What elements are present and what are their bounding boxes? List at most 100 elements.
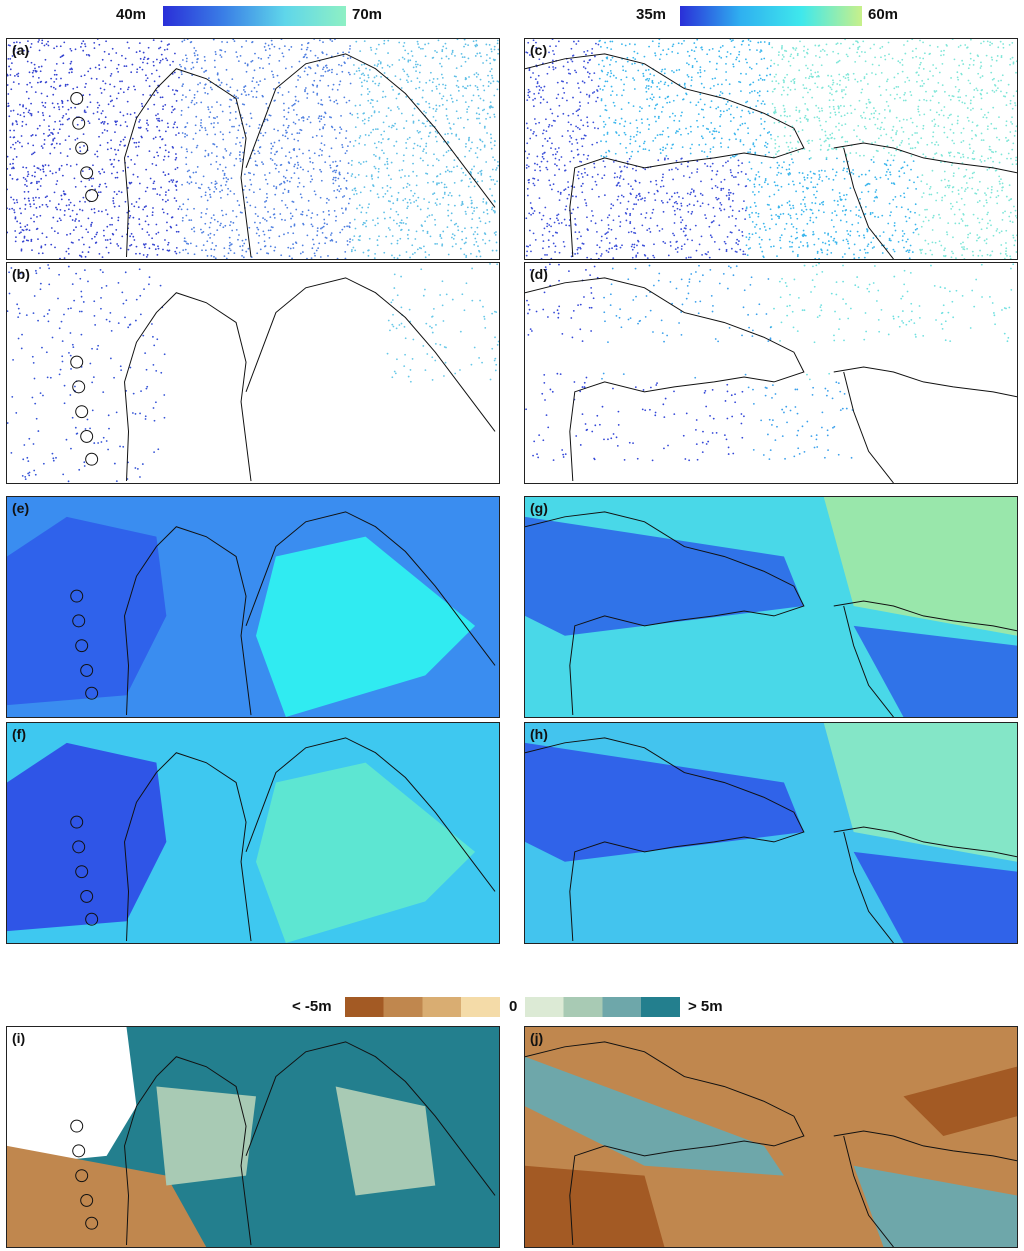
data-point: [726, 236, 729, 238]
data-point: [544, 254, 546, 256]
data-point: [190, 181, 193, 184]
data-point: [70, 71, 73, 74]
data-point: [696, 39, 699, 41]
data-point: [42, 462, 45, 465]
data-point: [971, 250, 974, 253]
data-point: [34, 171, 36, 174]
data-point: [917, 142, 920, 144]
data-point: [459, 247, 462, 250]
data-point: [536, 81, 539, 83]
data-point: [26, 60, 29, 63]
data-point: [717, 197, 720, 200]
data-point: [471, 168, 473, 171]
data-point: [567, 129, 569, 132]
data-point: [757, 79, 760, 81]
data-point: [442, 196, 445, 199]
data-point: [258, 234, 261, 237]
data-point: [90, 77, 93, 80]
data-point: [368, 116, 370, 119]
data-point: [133, 85, 135, 88]
data-point: [558, 168, 561, 171]
data-point: [194, 132, 197, 135]
data-point: [439, 203, 441, 205]
data-point: [791, 241, 794, 244]
data-point: [93, 315, 96, 317]
data-point: [324, 242, 327, 245]
data-point: [215, 145, 218, 148]
data-point: [644, 216, 647, 219]
data-point: [231, 78, 234, 81]
data-point: [126, 100, 129, 103]
data-point: [843, 160, 845, 163]
data-point: [730, 171, 732, 174]
data-point: [346, 149, 348, 152]
data-point: [446, 118, 449, 120]
data-point: [235, 51, 238, 53]
data-point: [160, 186, 162, 189]
data-point: [800, 203, 802, 205]
data-point: [73, 177, 76, 180]
data-point: [275, 186, 278, 188]
data-point: [164, 144, 167, 147]
data-point: [811, 202, 814, 204]
data-point: [415, 199, 418, 202]
data-point: [647, 85, 650, 87]
data-point: [180, 114, 183, 116]
data-point: [444, 87, 447, 90]
data-point: [553, 53, 555, 56]
data-point: [768, 238, 771, 241]
data-point: [11, 395, 14, 398]
data-point: [263, 46, 266, 48]
data-point: [214, 50, 217, 53]
data-point: [105, 209, 107, 211]
data-point: [10, 267, 13, 269]
data-point: [552, 242, 555, 245]
data-point: [859, 249, 862, 251]
data-point: [372, 80, 374, 83]
data-point: [562, 240, 565, 243]
data-point: [425, 152, 428, 154]
data-point: [858, 55, 861, 58]
data-point: [247, 93, 250, 96]
data-point: [268, 47, 271, 50]
data-point: [492, 58, 495, 61]
data-point: [370, 175, 373, 178]
data-point: [398, 59, 401, 61]
data-point: [415, 230, 418, 233]
data-point: [686, 204, 689, 207]
data-point: [563, 245, 566, 248]
data-point: [184, 240, 187, 243]
data-point: [1000, 90, 1002, 93]
data-point: [82, 301, 85, 303]
data-point: [957, 189, 960, 192]
data-point: [595, 183, 598, 186]
data-point: [308, 116, 310, 118]
data-point: [82, 94, 85, 97]
data-point: [67, 480, 70, 483]
data-point: [363, 186, 366, 189]
data-point: [128, 324, 131, 326]
data-point: [951, 250, 953, 253]
data-point: [978, 199, 981, 202]
data-point: [865, 106, 868, 109]
data-point: [316, 84, 319, 87]
data-point: [62, 62, 65, 65]
data-point: [23, 191, 26, 193]
data-point: [138, 182, 141, 185]
data-point: [353, 73, 356, 75]
data-point: [478, 117, 480, 120]
data-point: [977, 189, 979, 191]
data-point: [924, 252, 927, 255]
data-point: [135, 146, 137, 148]
data-point: [103, 129, 106, 131]
data-point: [777, 64, 779, 66]
data-point: [426, 230, 429, 233]
data-point: [465, 213, 467, 215]
data-point: [720, 187, 723, 190]
data-point: [411, 244, 414, 247]
data-point: [484, 222, 487, 225]
data-point: [243, 86, 246, 88]
data-point: [973, 171, 975, 174]
data-point: [320, 142, 323, 145]
data-point: [920, 180, 923, 183]
